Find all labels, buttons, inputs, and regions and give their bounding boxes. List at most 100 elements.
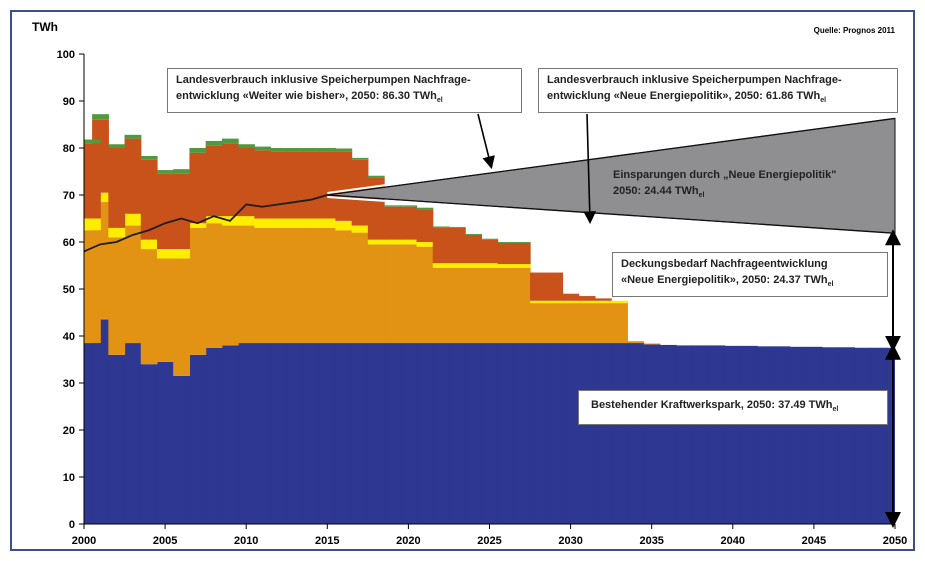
- stack-segment-2: [367, 239, 385, 245]
- stack-segment-0: [789, 346, 807, 524]
- stack-segment-1: [286, 227, 304, 344]
- y-tick-label: 40: [63, 331, 75, 343]
- stack-segment-2: [254, 218, 272, 228]
- stack-segment-0: [562, 343, 580, 524]
- y-tick-label: 30: [63, 378, 75, 390]
- stack-segment-0: [643, 344, 661, 524]
- stack-segment-0: [124, 343, 142, 524]
- stack-segment-1: [643, 343, 661, 345]
- weiter-scenario-line-highlight: [327, 115, 896, 194]
- x-tick-label: 2035: [639, 535, 663, 547]
- stack-segment-2: [384, 239, 401, 245]
- stack-segment-3: [302, 151, 320, 219]
- callout-neue-line2: entwicklung «Neue Energiepolitik», 2050:…: [547, 90, 827, 105]
- stack-segment-2: [319, 218, 337, 228]
- stack-segment-1: [351, 232, 369, 344]
- stack-segment-2: [173, 249, 191, 259]
- y-tick-label: 20: [63, 425, 75, 437]
- arrow-weiter: [477, 113, 495, 170]
- stack-segment-0: [156, 361, 174, 524]
- stack-segment-4: [173, 169, 191, 174]
- stack-segment-0: [221, 345, 239, 524]
- y-tick-label: 60: [63, 237, 75, 249]
- stack-segment-0: [432, 343, 450, 524]
- source-label: Quelle: Prognos 2011: [813, 26, 895, 35]
- callout-neue-line1: Landesverbrauch inklusive Speicherpumpen…: [547, 74, 842, 86]
- stack-segment-2: [513, 264, 531, 268]
- stack-segment-0: [302, 343, 320, 524]
- stack-segment-2: [578, 300, 596, 304]
- stack-segment-2: [189, 223, 207, 228]
- stack-segment-1: [189, 227, 207, 355]
- stack-segment-3: [108, 148, 126, 228]
- stack-segment-2: [84, 218, 101, 231]
- stack-segment-4: [497, 242, 515, 243]
- stack-segment-0: [238, 343, 255, 524]
- stack-segment-3: [546, 272, 564, 301]
- stack-segment-0: [481, 343, 499, 524]
- stack-segment-4: [140, 155, 158, 160]
- callout-deckungsbedarf: Deckungsbedarf Nachfrageentwicklung «Neu…: [612, 252, 888, 298]
- stack-segment-2: [205, 216, 223, 224]
- y-tick-label: 80: [63, 143, 75, 155]
- stack-segment-2: [546, 300, 564, 304]
- stack-segment-0: [108, 354, 126, 524]
- stack-segment-0: [627, 343, 645, 524]
- x-tick-label: 2025: [477, 535, 501, 547]
- stack-segment-2: [140, 239, 158, 250]
- stack-segment-1: [578, 303, 596, 344]
- stack-segment-1: [448, 267, 466, 344]
- stack-segment-1: [562, 303, 580, 344]
- stack-segment-3: [465, 234, 482, 264]
- stack-segment-0: [757, 346, 774, 524]
- stack-segment-3: [497, 242, 515, 265]
- x-tick-label: 2010: [234, 535, 258, 547]
- stack-segment-0: [838, 347, 856, 524]
- stack-segment-0: [594, 343, 612, 524]
- y-tick-label: 100: [57, 49, 75, 61]
- y-axis-unit-label: TWh: [32, 20, 58, 34]
- stack-segment-3: [594, 298, 612, 301]
- stack-segment-2: [497, 264, 515, 268]
- stack-segment-4: [124, 134, 142, 139]
- stack-segment-3: [221, 143, 239, 217]
- callout-bestehend-line1: Bestehender Kraftwerkspark, 2050: 37.49 …: [591, 399, 839, 414]
- stack-segment-1: [546, 303, 564, 344]
- stack-segment-2: [481, 263, 499, 268]
- x-tick-label: 2040: [721, 535, 745, 547]
- stack-segment-3: [530, 272, 547, 301]
- callout-einsparungen-line1: Einsparungen durch „Neue Energiepolitik": [613, 169, 837, 181]
- stack-segment-2: [108, 227, 126, 238]
- stack-segment-4: [254, 146, 272, 151]
- stack-segment-0: [448, 343, 466, 524]
- stack-segment-1: [302, 227, 320, 344]
- stack-segment-1: [108, 237, 126, 355]
- stack-segment-4: [513, 242, 531, 243]
- stack-segment-2: [448, 263, 466, 268]
- stack-segment-0: [286, 343, 304, 524]
- stack-segment-1: [270, 227, 288, 344]
- stack-segment-0: [319, 343, 337, 524]
- stack-segment-2: [530, 300, 547, 304]
- stack-segment-3: [384, 206, 401, 240]
- stack-segment-4: [238, 144, 255, 148]
- y-tick-label: 90: [63, 96, 75, 108]
- callout-deckung-line1: Deckungsbedarf Nachfrageentwicklung: [621, 258, 828, 270]
- stack-segment-1: [140, 249, 158, 365]
- stack-segment-3: [416, 209, 434, 242]
- stack-segment-3: [481, 239, 499, 264]
- y-tick-label: 0: [69, 519, 75, 531]
- stack-segment-0: [692, 345, 710, 524]
- stack-segment-4: [221, 138, 239, 144]
- stack-segment-0: [578, 343, 596, 524]
- stack-segment-4: [367, 175, 385, 178]
- callout-neue-energiepolitik: Landesverbrauch inklusive Speicherpumpen…: [538, 68, 898, 114]
- stack-segment-0: [659, 344, 677, 524]
- stack-segment-3: [578, 296, 596, 301]
- y-tick-label: 70: [63, 190, 75, 202]
- stack-segment-4: [319, 148, 337, 152]
- stack-segment-4: [351, 157, 369, 160]
- stack-segment-2: [562, 300, 580, 304]
- x-tick-label: 2020: [396, 535, 420, 547]
